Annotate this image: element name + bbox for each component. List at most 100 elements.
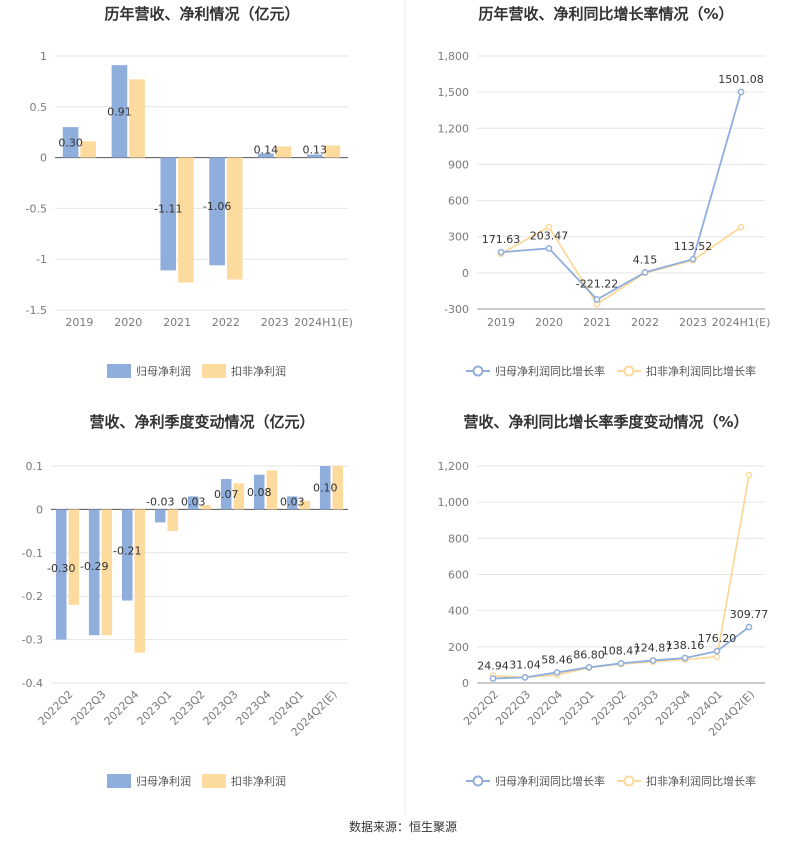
bar-deducted-net-profit [299, 500, 311, 510]
y-tick-label: 0 [40, 152, 47, 165]
x-tick-label: 2019 [65, 316, 93, 329]
x-tick-label: 2022Q3 [69, 688, 109, 728]
y-tick-label: -300 [444, 303, 469, 316]
legend-label[interactable]: 扣非净利润同比增长率 [646, 364, 756, 378]
legend-label[interactable]: 归母净利润同比增长率 [495, 364, 605, 378]
y-tick-label: -0.3 [22, 634, 43, 647]
line-point [545, 223, 553, 231]
data-source: 数据来源：恒生聚源 [349, 819, 457, 834]
bar-parent-net-profit [160, 157, 177, 271]
data-label: 58.46 [541, 653, 573, 666]
line-point [713, 653, 721, 661]
legend-label[interactable]: 扣非净利润 [231, 364, 286, 378]
data-label: 0.13 [303, 144, 328, 157]
legend-marker[interactable] [623, 365, 635, 377]
data-label: -0.29 [80, 560, 108, 573]
line-point [545, 244, 553, 252]
bar-parent-net-profit [111, 65, 128, 158]
line-point [745, 623, 753, 631]
line-deducted-growth [500, 225, 742, 306]
bar-deducted-net-profit [80, 141, 97, 158]
data-label: 124.87 [634, 641, 673, 654]
legend-label[interactable]: 归母净利润 [136, 774, 191, 788]
line-point [737, 223, 745, 231]
y-tick-label: -0.4 [22, 677, 43, 690]
x-tick-label: 2021 [163, 316, 191, 329]
data-label: 4.15 [633, 253, 658, 266]
chart-title: 营收、净利季度变动情况（亿元） [89, 413, 314, 431]
chart-title: 历年营收、净利同比增长率情况（%） [478, 5, 733, 23]
data-label: -1.06 [203, 200, 231, 213]
data-label: 0.07 [214, 488, 239, 501]
y-tick-label: -1 [36, 253, 47, 266]
legend-swatch[interactable] [202, 774, 226, 788]
chart-title: 营收、净利同比增长率季度变动情况（%） [463, 413, 748, 431]
legend-label[interactable]: 归母净利润同比增长率 [495, 774, 605, 788]
y-tick-label: 1 [40, 50, 47, 63]
line-point [689, 255, 697, 263]
legend-marker[interactable] [623, 775, 635, 787]
y-tick-label: 0 [36, 503, 43, 516]
data-label: 0.08 [247, 486, 272, 499]
y-tick-label: 0.5 [30, 101, 48, 114]
legend-swatch[interactable] [107, 774, 131, 788]
data-label: 24.94 [477, 659, 509, 672]
bar-deducted-net-profit [129, 79, 145, 158]
data-label: 31.04 [509, 658, 541, 671]
y-tick-label: 600 [448, 569, 469, 582]
data-label: -1.11 [154, 202, 182, 215]
bar-deducted-net-profit [200, 505, 212, 510]
line-point [521, 674, 529, 681]
bar-parent-net-profit [253, 474, 265, 510]
line-point [617, 660, 625, 667]
line-point [489, 675, 497, 682]
y-tick-label: 0 [462, 267, 469, 280]
quarterly-growth-chart: 营收、净利同比增长率季度变动情况（%） 0 200 400 600 800 1,000 1,2… [438, 413, 769, 788]
data-label: 108.47 [602, 644, 641, 657]
legend-swatch[interactable] [107, 364, 131, 378]
y-tick-label: 400 [448, 605, 469, 618]
bar-deducted-net-profit [332, 466, 344, 510]
line-point [713, 647, 721, 655]
y-tick-label: 600 [448, 195, 469, 208]
y-tick-label: 300 [448, 231, 469, 244]
line-point [553, 669, 561, 676]
data-label: 0.91 [107, 105, 132, 118]
data-label: 113.52 [674, 240, 713, 253]
bar-parent-net-profit [62, 127, 79, 158]
line-point [737, 88, 745, 96]
data-label: 0.10 [313, 482, 338, 495]
bar-parent-net-profit [154, 509, 166, 523]
bar-parent-net-profit [209, 157, 225, 266]
bar-parent-net-profit [55, 509, 67, 640]
bar-deducted-net-profit [134, 509, 146, 653]
quarterly-profit-chart: 营收、净利季度变动情况（亿元） -0.4 -0.3 -0.2 -0.1 0 0.1 2022Q… [22, 413, 348, 788]
legend-marker[interactable] [472, 365, 484, 377]
x-tick-label: 2022Q2 [36, 688, 76, 728]
y-tick-label: 1,800 [438, 50, 470, 63]
legend-marker[interactable] [472, 775, 484, 787]
data-label: -0.30 [47, 562, 75, 575]
data-label: -0.03 [146, 495, 174, 508]
x-tick-label: 2019 [487, 316, 515, 329]
bar-parent-net-profit [187, 496, 199, 510]
legend-label[interactable]: 归母净利润 [136, 364, 191, 378]
data-label: 138.16 [666, 639, 705, 652]
legend-swatch[interactable] [202, 364, 226, 378]
x-tick-label: 2023Q4 [234, 688, 274, 728]
data-label: 176.20 [698, 632, 737, 645]
x-tick-label: 2020 [535, 316, 563, 329]
legend-label[interactable]: 扣非净利润同比增长率 [646, 774, 756, 788]
bar-parent-net-profit [306, 154, 323, 158]
bar-deducted-net-profit [167, 509, 179, 532]
legend-label[interactable]: 扣非净利润 [231, 774, 286, 788]
bar-parent-net-profit [319, 466, 331, 510]
bar-deducted-net-profit [178, 157, 194, 283]
y-tick-label: 200 [448, 641, 469, 654]
x-tick-label: 2023Q3 [201, 688, 241, 728]
bar-parent-net-profit [286, 496, 298, 510]
line-point [585, 663, 593, 671]
y-tick-label: 0.1 [26, 460, 44, 473]
y-tick-label: 0 [462, 677, 469, 690]
